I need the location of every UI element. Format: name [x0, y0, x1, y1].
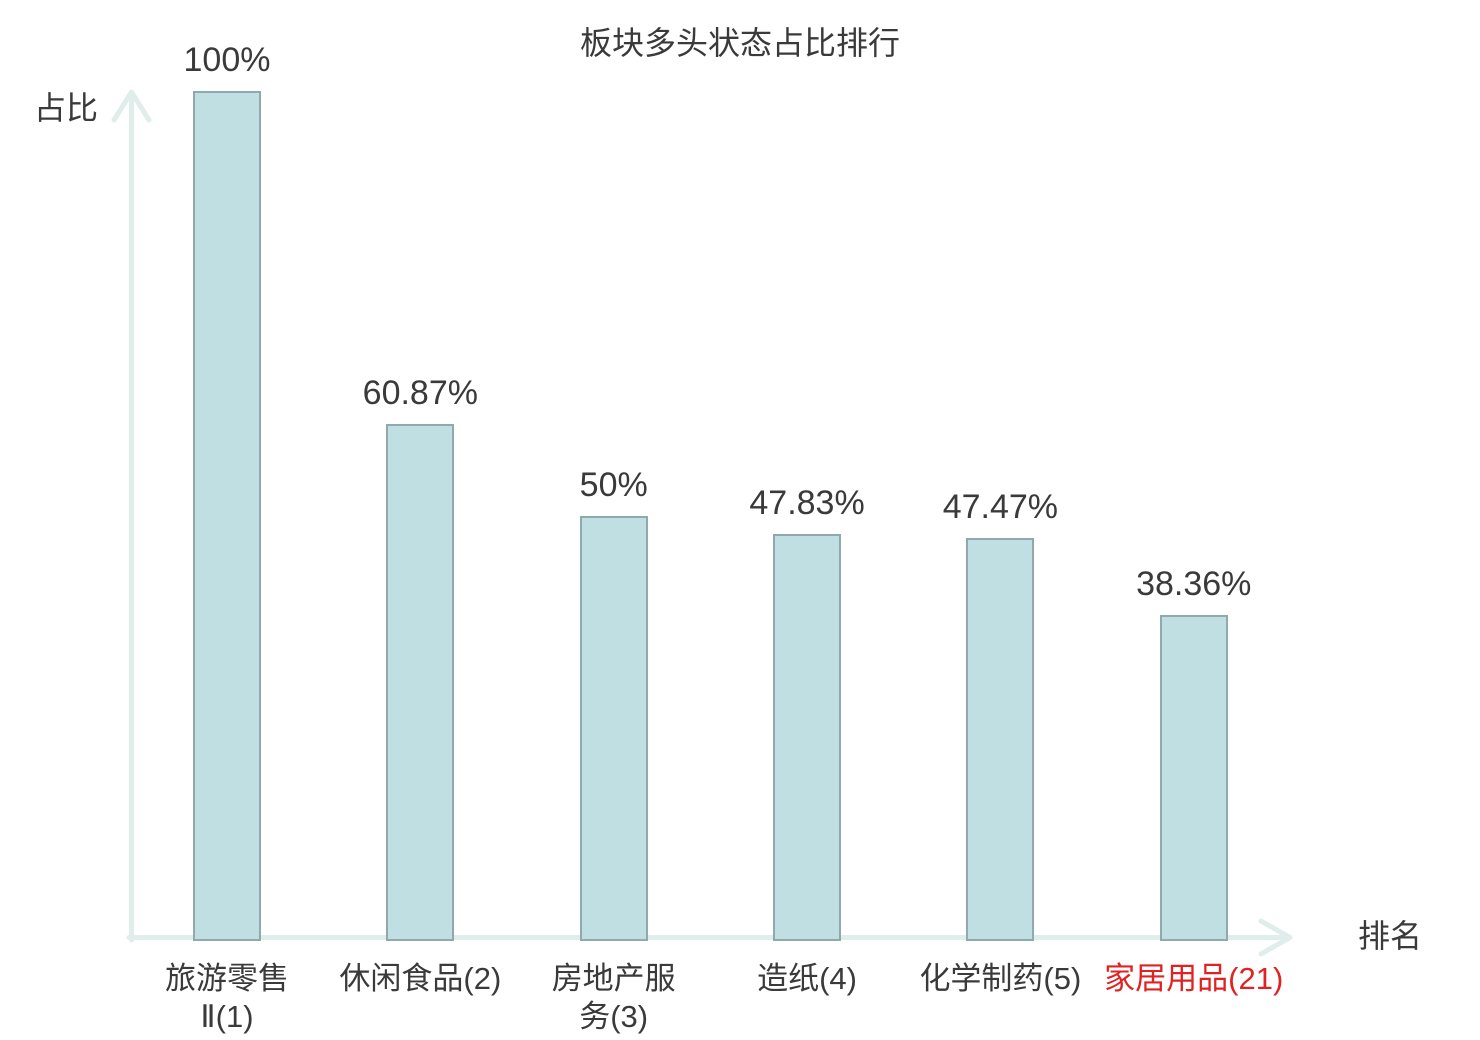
bar — [1159, 615, 1228, 941]
bar-category-label: 房地产服 务(3) — [551, 961, 676, 1034]
bar-value-label: 50% — [579, 466, 648, 504]
bar — [773, 534, 842, 941]
bar-value-label: 47.83% — [749, 484, 865, 522]
bar-category-label: 造纸(4) — [757, 961, 857, 996]
bar-value-label: 38.36% — [1136, 565, 1252, 603]
bar-category-label: 旅游零售 Ⅱ(1) — [165, 961, 289, 1034]
bar — [386, 424, 455, 941]
bar — [193, 91, 261, 941]
x-axis-label: 排名 — [1358, 918, 1423, 954]
bar-category-label: 家居用品(21) — [1104, 961, 1284, 996]
bar — [579, 516, 648, 941]
chart-title: 板块多头状态占比排行 — [579, 25, 901, 61]
y-axis-label: 占比 — [34, 90, 99, 126]
bar-value-label: 60.87% — [362, 374, 478, 412]
bar-value-label: 100% — [183, 41, 271, 79]
bar — [966, 538, 1035, 941]
bar-category-label: 化学制药(5) — [919, 961, 1082, 996]
bar-category-label: 休闲食品(2) — [339, 961, 502, 996]
x-axis-arrow-icon — [1258, 918, 1293, 957]
bar-value-label: 47.47% — [942, 488, 1059, 526]
y-axis-arrow-icon — [111, 89, 152, 123]
